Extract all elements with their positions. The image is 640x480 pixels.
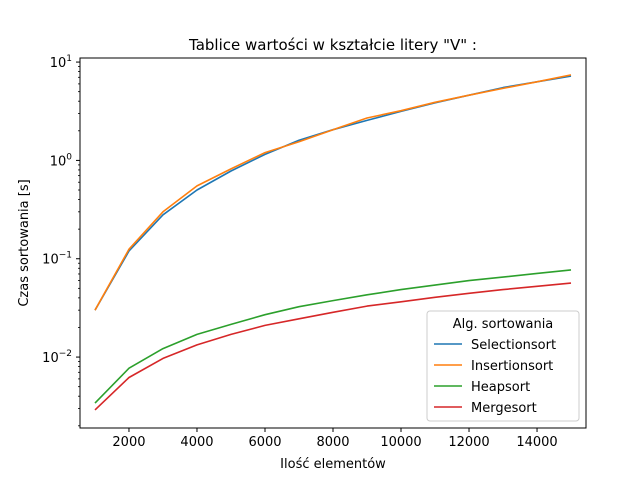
y-tick-label: 10−2 xyxy=(42,349,72,366)
y-tick-label: 10−1 xyxy=(42,251,72,268)
x-tick-label: 4000 xyxy=(180,435,213,450)
legend-title: Alg. sortowania xyxy=(453,317,554,332)
y-tick-label: 100 xyxy=(50,152,73,169)
y-tick-label: 101 xyxy=(50,54,72,71)
x-tick-label: 12000 xyxy=(448,435,489,450)
series-line-heapsort xyxy=(94,269,572,404)
x-tick-label: 2000 xyxy=(112,435,145,450)
legend-entries: Selectionsort Insertionsort Heapsort Merges… xyxy=(434,338,556,416)
legend-entry-label: Selectionsort xyxy=(471,338,556,353)
y-axis-ticks: 10−2 10−1 100 101 xyxy=(42,54,80,427)
chart-title: Tablice wartości w kształcie litery "V" … xyxy=(188,36,477,54)
x-tick-label: 14000 xyxy=(516,435,557,450)
x-axis-label: Ilość elementów xyxy=(280,457,386,472)
plot-area: 2000 4000 6000 8000 10000 12000 14000 10−2 10−1… xyxy=(42,54,587,450)
y-axis-label: Czas sortowania [s] xyxy=(17,179,32,306)
series-layer xyxy=(94,74,572,411)
x-tick-label: 10000 xyxy=(380,435,421,450)
legend-entry-label: Heapsort xyxy=(471,380,530,395)
x-tick-label: 6000 xyxy=(248,435,281,450)
legend-box xyxy=(426,310,580,422)
series-line-selectionsort xyxy=(94,75,572,311)
legend: Alg. sortowania Selectionsort Insertionso… xyxy=(426,310,580,422)
series-line-mergesort xyxy=(94,282,572,411)
x-tick-label: 8000 xyxy=(316,435,349,450)
series-line-insertionsort xyxy=(94,74,572,311)
legend-entry-label: Insertionsort xyxy=(471,359,553,374)
legend-entry-label: Mergesort xyxy=(471,401,537,416)
x-axis-ticks: 2000 4000 6000 8000 10000 12000 14000 xyxy=(112,428,558,450)
